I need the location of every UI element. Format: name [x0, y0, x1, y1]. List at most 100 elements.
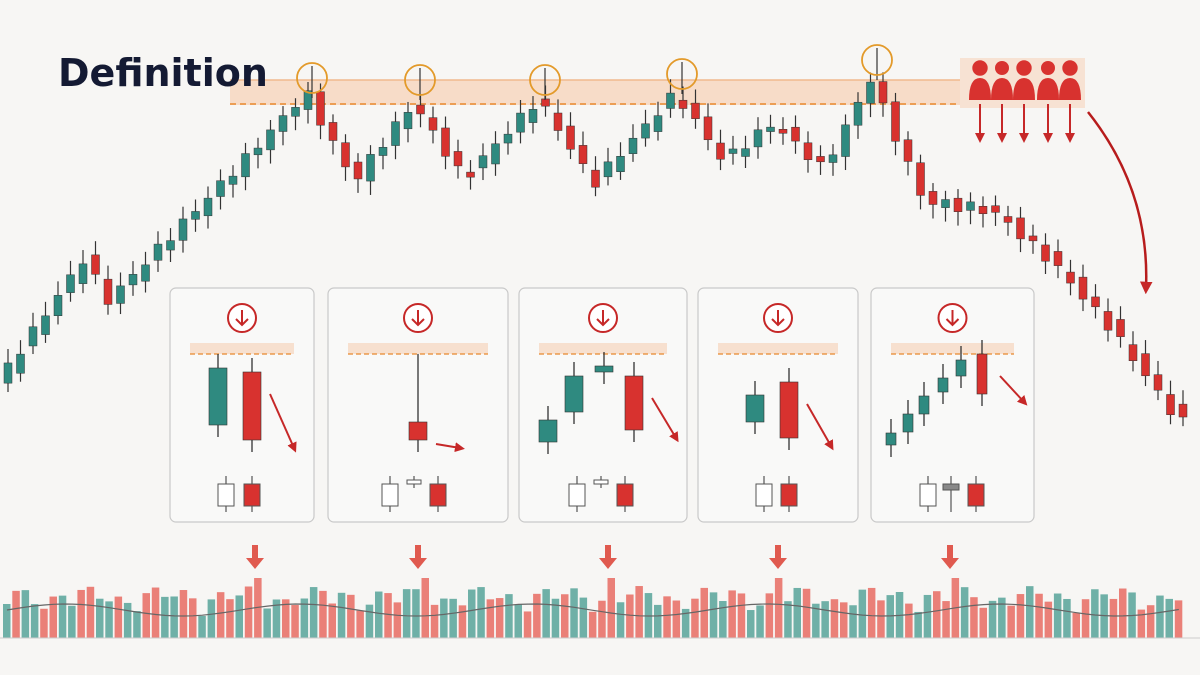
candle: [603, 161, 613, 178]
mini-candle: [243, 483, 261, 507]
volume-bar: [933, 591, 941, 638]
panel: [870, 287, 1035, 523]
candle: [316, 91, 325, 126]
candle: [878, 81, 888, 104]
volume-bar: [486, 599, 495, 638]
volume-bar: [468, 589, 476, 638]
candle: [253, 147, 263, 156]
volume-bar: [347, 594, 355, 638]
candle: [991, 205, 1000, 213]
volume-arrow: [769, 545, 787, 569]
volume-bar: [561, 594, 569, 638]
volume-bar: [430, 604, 439, 638]
panel-band: [891, 343, 1014, 354]
panel-band: [539, 343, 667, 354]
candle: [791, 126, 800, 142]
alert-arrow: [411, 310, 425, 327]
volume-bar: [244, 586, 253, 638]
volume-bar: [1165, 598, 1173, 638]
volume-bar: [654, 604, 662, 638]
volume-bar: [793, 587, 801, 638]
candle: [653, 115, 663, 132]
panel-candle: [918, 395, 930, 415]
mini-candle: [217, 483, 235, 507]
volume-bar: [570, 588, 578, 638]
panel-candle: [624, 375, 644, 431]
panel-candle: [955, 359, 967, 377]
volume-bar: [198, 615, 206, 638]
candle: [1091, 296, 1100, 308]
candle: [841, 124, 850, 157]
volume-bar: [514, 604, 522, 638]
person-head: [995, 61, 1009, 75]
volume-bar: [747, 610, 755, 638]
candle: [903, 139, 913, 162]
volume-bar: [412, 589, 420, 638]
candle: [753, 129, 763, 148]
volume-bar: [30, 604, 39, 638]
volume-bar: [719, 601, 727, 638]
candle: [941, 199, 950, 208]
volume-bar: [133, 611, 141, 638]
candle: [691, 102, 700, 119]
peak-circle: [861, 44, 893, 76]
candle: [1078, 276, 1088, 300]
volume-bar: [840, 602, 848, 638]
candle: [478, 155, 488, 169]
candle: [1028, 235, 1038, 242]
peak-circle: [666, 58, 698, 90]
candle: [916, 162, 925, 196]
resistance-zone: [230, 79, 960, 105]
alert-arrow: [945, 310, 960, 327]
panel-candle: [208, 367, 228, 426]
volume-bar: [495, 598, 504, 638]
volume-bar: [114, 596, 123, 638]
volume-bar: [86, 586, 95, 638]
volume-bars: [0, 545, 1200, 639]
candle: [241, 153, 250, 178]
candle: [953, 197, 963, 212]
candle: [716, 142, 725, 160]
candle: [416, 104, 425, 115]
volume-bar: [626, 594, 634, 638]
volume-bar: [254, 578, 262, 638]
volume-bar: [440, 598, 448, 638]
candle: [78, 263, 88, 284]
panel-candle: [902, 413, 914, 433]
candle: [203, 197, 213, 217]
candle: [428, 117, 438, 131]
panel-candle: [594, 365, 614, 373]
volume-bar: [328, 603, 336, 638]
volume-bar: [40, 608, 48, 638]
mini-candle: [967, 483, 985, 507]
person-body: [1013, 78, 1035, 100]
trend-arrow: [1087, 111, 1153, 295]
candle: [216, 180, 225, 197]
candle: [866, 81, 875, 104]
volume-bar: [337, 592, 346, 638]
volume-bar: [1081, 599, 1090, 638]
volume-bar: [309, 587, 318, 638]
volume-bar: [1044, 601, 1053, 638]
mini-candle: [429, 483, 447, 507]
candle: [403, 112, 413, 130]
price-candles: [3, 72, 1188, 427]
candle: [1166, 394, 1175, 415]
mini-candle: [755, 483, 773, 507]
candle: [116, 285, 125, 304]
panel-candle: [564, 375, 584, 413]
candle: [153, 243, 163, 261]
candle: [3, 362, 13, 384]
volume-bar: [161, 596, 169, 638]
volume-bar: [784, 601, 792, 638]
mini-candle: [406, 479, 422, 485]
candle: [678, 99, 688, 109]
volume-bar: [1063, 598, 1071, 638]
volume-bar: [49, 596, 57, 638]
candle: [816, 156, 825, 163]
candle: [16, 353, 25, 374]
candle: [828, 154, 838, 163]
person-body: [1037, 78, 1059, 100]
candle: [853, 101, 863, 126]
